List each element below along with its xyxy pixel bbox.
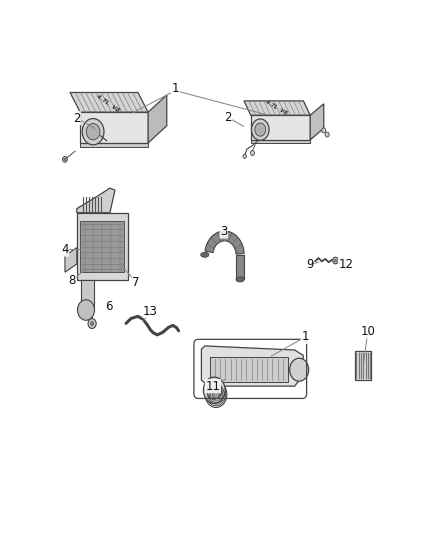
- Polygon shape: [80, 221, 124, 272]
- Ellipse shape: [236, 277, 244, 282]
- Polygon shape: [355, 351, 371, 381]
- Polygon shape: [251, 115, 310, 140]
- Circle shape: [243, 154, 246, 158]
- Circle shape: [203, 377, 225, 403]
- Circle shape: [333, 257, 338, 264]
- Circle shape: [207, 381, 222, 399]
- Polygon shape: [205, 231, 244, 254]
- Polygon shape: [236, 255, 244, 279]
- Circle shape: [212, 390, 219, 399]
- Circle shape: [290, 358, 309, 381]
- Text: 4: 4: [61, 243, 69, 256]
- Circle shape: [325, 132, 329, 137]
- Polygon shape: [148, 95, 167, 143]
- Polygon shape: [77, 213, 128, 280]
- Circle shape: [251, 119, 269, 140]
- Circle shape: [335, 260, 336, 262]
- Polygon shape: [65, 248, 77, 272]
- Circle shape: [78, 300, 95, 320]
- Polygon shape: [70, 93, 148, 112]
- Polygon shape: [210, 357, 288, 383]
- Polygon shape: [310, 104, 324, 140]
- Text: 2: 2: [73, 111, 81, 125]
- Polygon shape: [77, 188, 115, 213]
- Text: 1: 1: [301, 330, 309, 343]
- Circle shape: [88, 319, 96, 328]
- Polygon shape: [244, 101, 310, 115]
- Polygon shape: [81, 280, 95, 311]
- Text: 12: 12: [339, 258, 353, 271]
- Text: 11: 11: [205, 379, 220, 393]
- Circle shape: [63, 157, 67, 162]
- Text: 2: 2: [224, 111, 232, 124]
- Ellipse shape: [201, 252, 209, 257]
- Text: 6: 6: [105, 301, 113, 313]
- Text: 9: 9: [306, 258, 314, 271]
- Polygon shape: [201, 346, 303, 386]
- Circle shape: [322, 128, 326, 133]
- Polygon shape: [80, 143, 148, 147]
- Text: 4.7L  V8: 4.7L V8: [264, 99, 287, 116]
- Circle shape: [64, 158, 66, 160]
- Circle shape: [251, 150, 254, 156]
- Text: 1: 1: [172, 82, 179, 95]
- Circle shape: [255, 123, 266, 136]
- Polygon shape: [80, 112, 148, 143]
- Text: 13: 13: [143, 304, 158, 318]
- Polygon shape: [251, 140, 310, 143]
- Circle shape: [86, 124, 100, 140]
- Text: 4.7L  V8: 4.7L V8: [95, 94, 120, 113]
- Text: 10: 10: [360, 325, 375, 338]
- Circle shape: [82, 118, 104, 145]
- Text: 7: 7: [132, 276, 140, 289]
- Circle shape: [90, 321, 94, 326]
- Text: 8: 8: [69, 274, 76, 287]
- Text: 3: 3: [220, 225, 227, 238]
